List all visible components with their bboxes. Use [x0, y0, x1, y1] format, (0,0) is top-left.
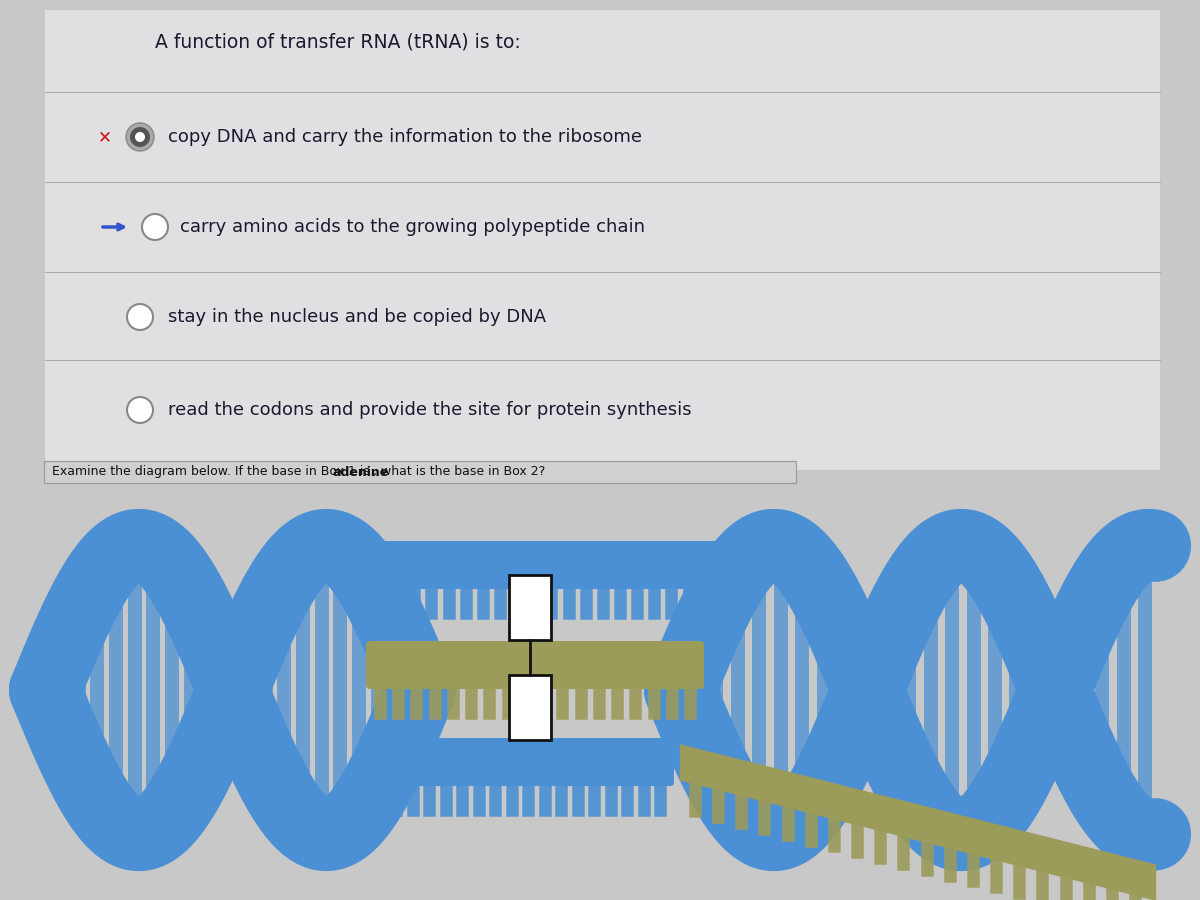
Text: ✕: ✕ [98, 128, 112, 146]
Text: adenine: adenine [332, 465, 389, 479]
Text: copy DNA and carry the information to the ribosome: copy DNA and carry the information to th… [168, 128, 642, 146]
Circle shape [127, 397, 154, 423]
Circle shape [127, 304, 154, 330]
FancyBboxPatch shape [46, 10, 1160, 470]
Text: A function of transfer RNA (tRNA) is to:: A function of transfer RNA (tRNA) is to: [155, 32, 521, 51]
Circle shape [130, 127, 150, 147]
FancyBboxPatch shape [509, 575, 551, 640]
Text: carry amino acids to the growing polypeptide chain: carry amino acids to the growing polypep… [180, 218, 646, 236]
FancyBboxPatch shape [44, 461, 796, 483]
FancyBboxPatch shape [366, 541, 754, 589]
Circle shape [126, 123, 154, 151]
Text: Examine the diagram below. If the base in Box 1 is: Examine the diagram below. If the base i… [52, 465, 374, 479]
FancyBboxPatch shape [366, 738, 674, 786]
Text: stay in the nucleus and be copied by DNA: stay in the nucleus and be copied by DNA [168, 308, 546, 326]
FancyBboxPatch shape [509, 675, 551, 740]
Text: Box 2: Box 2 [508, 553, 552, 567]
Circle shape [142, 214, 168, 240]
Circle shape [134, 132, 145, 142]
Text: read the codons and provide the site for protein synthesis: read the codons and provide the site for… [168, 401, 691, 419]
Text: Box 1: Box 1 [508, 748, 552, 762]
FancyBboxPatch shape [366, 641, 704, 689]
Text: RNA: RNA [1123, 879, 1150, 892]
Text: , what is the base in Box 2?: , what is the base in Box 2? [373, 465, 545, 479]
